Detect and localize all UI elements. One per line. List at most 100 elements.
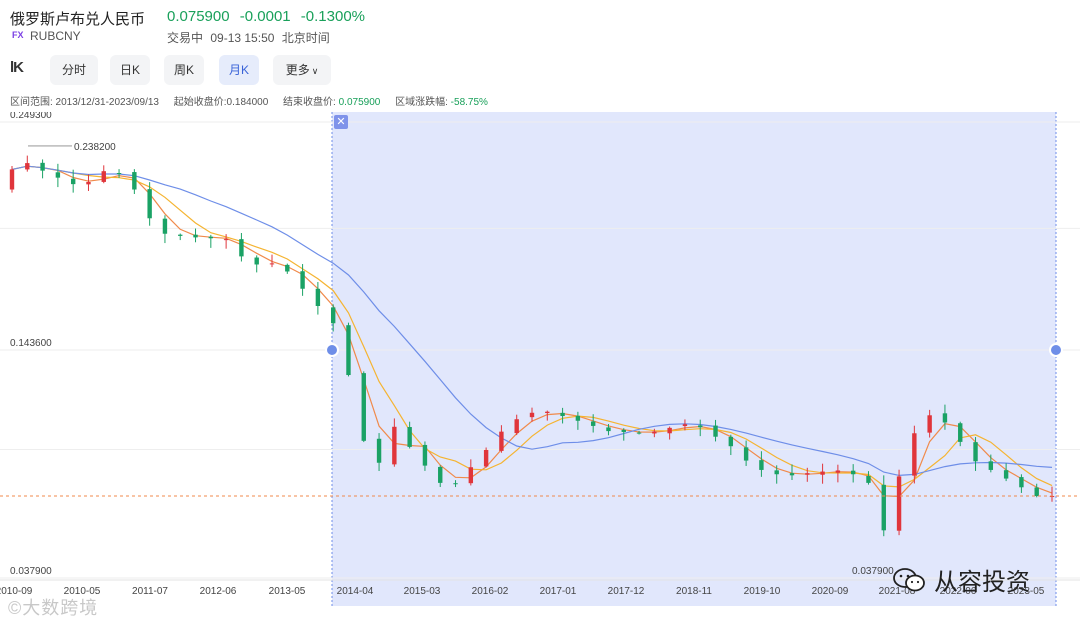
x-axis-label: 2011-07 — [132, 586, 168, 597]
ma-line-20 — [11, 165, 1053, 477]
candle-body — [178, 234, 183, 236]
candle-body — [912, 433, 917, 476]
candle-body — [40, 162, 45, 171]
x-axis-label: 2023-05 — [1008, 586, 1045, 597]
x-axis-label: 2017-12 — [608, 586, 645, 597]
candle-body — [86, 181, 91, 185]
tab-monthly[interactable]: 月K — [219, 55, 259, 85]
candle-body — [453, 483, 458, 485]
wechat-icon — [893, 567, 925, 591]
candle-body — [407, 427, 412, 447]
fx-badge-icon: FX — [12, 30, 24, 40]
high-marker-label: 0.238200 — [74, 142, 116, 153]
x-axis-label: 2014-04 — [337, 586, 374, 597]
ma-line-10 — [11, 165, 1053, 488]
candle-body — [1019, 477, 1024, 488]
close-selection-icon[interactable]: ✕ — [334, 115, 348, 129]
candlestick-toggle-icon[interactable]: lK — [10, 59, 24, 76]
instrument-symbol: RUBCNY — [30, 29, 81, 43]
candle-body — [55, 172, 61, 178]
x-axis-label: 2015-03 — [404, 586, 441, 597]
candle-body — [652, 431, 657, 434]
candle-body — [499, 431, 504, 451]
candle-body — [774, 470, 779, 475]
end-close-value: 0.075900 — [338, 97, 381, 108]
x-axis-label: 2020-09 — [812, 586, 849, 597]
x-axis-label: 2021-08 — [879, 586, 916, 597]
candle-body — [1003, 470, 1009, 479]
watermark-right: 从容投资 — [892, 562, 1030, 597]
quote-header: 俄罗斯卢布兑人民币 0.075900 -0.0001 -0.1300% FX R… — [0, 0, 1080, 46]
candle-body — [9, 169, 15, 190]
trading-status: 交易中 09-13 15:50 北京时间 — [167, 29, 334, 46]
x-axis-label: 2013-05 — [269, 586, 306, 597]
candle-body — [330, 307, 336, 324]
candle-body — [545, 411, 550, 414]
candle-body — [590, 421, 596, 426]
candle-body — [1034, 487, 1039, 497]
range-info-bar: 区间范围: 2013/12/31-2023/09/13 起始收盘价:0.1840… — [10, 93, 488, 108]
status-label: 交易中 — [167, 31, 204, 45]
candle-body — [881, 484, 886, 531]
candlestick-chart[interactable]: 0.249300 0.143600 0.037900 0.238200 0.037900… — [0, 112, 1080, 606]
y-axis-label: 0.037900 — [10, 566, 52, 577]
candle-body — [422, 444, 428, 466]
candle-body — [392, 426, 397, 465]
candle-body — [300, 271, 305, 289]
selection-handle-left[interactable] — [325, 343, 339, 357]
candle-body — [315, 288, 321, 306]
range-text: 区间范围: 2013/12/31-2023/09/13 — [10, 97, 159, 108]
x-axis-label: 2010-05 — [64, 586, 101, 597]
selection-handle-right[interactable] — [1049, 343, 1063, 357]
candle-body — [896, 476, 902, 531]
price-change: -0.0001 — [239, 8, 291, 25]
period-toolbar: lK 分时 日K 周K 月K 更多 ∨ — [0, 54, 1080, 86]
candle-body — [132, 172, 137, 190]
tab-more-label: 更多 — [285, 63, 310, 77]
tab-weekly[interactable]: 周K — [164, 55, 204, 85]
candle-body — [269, 263, 275, 265]
candle-body — [728, 436, 734, 447]
candle-body — [223, 239, 229, 241]
last-price: 0.075900 — [167, 8, 230, 25]
end-close-label: 结束收盘价: — [283, 97, 339, 108]
candle-body — [208, 236, 214, 239]
candle-body — [116, 172, 122, 174]
candle-body — [606, 427, 611, 432]
candle-body — [850, 470, 856, 475]
candle-body — [25, 163, 30, 170]
candle-body — [835, 470, 841, 473]
candle-body — [743, 447, 749, 461]
candle-body — [698, 425, 703, 428]
candle-body — [285, 264, 290, 272]
candle-body — [193, 234, 198, 238]
candle-body — [682, 424, 688, 427]
candle-body — [973, 442, 978, 462]
x-axis-label: 2012-06 — [200, 586, 237, 597]
candle-body — [101, 171, 106, 182]
price-change-pct: -0.1300% — [300, 8, 366, 25]
x-axis-label: 2022-06 — [940, 586, 977, 597]
tab-daily[interactable]: 日K — [110, 55, 150, 85]
candle-body — [927, 415, 932, 433]
tab-intraday[interactable]: 分时 — [50, 55, 98, 85]
start-close: 起始收盘价:0.184000 — [173, 97, 269, 108]
x-axis-label: 2019-10 — [744, 586, 781, 597]
change-label: 区域涨跌幅: — [395, 97, 451, 108]
x-axis-label: 2010-09 — [0, 586, 33, 597]
candle-body — [438, 466, 443, 483]
watermark-left: ©大数跨境 — [8, 598, 99, 618]
tab-more[interactable]: 更多 ∨ — [273, 55, 331, 85]
chevron-down-icon: ∨ — [311, 66, 319, 76]
candle-body — [621, 429, 626, 432]
candle-body — [636, 432, 642, 434]
candle-body — [361, 373, 366, 441]
candle-body — [560, 412, 565, 417]
candle-body — [759, 460, 764, 470]
candle-body — [147, 189, 152, 219]
candle-body — [805, 473, 810, 475]
candle-body — [346, 325, 351, 376]
candle-body — [713, 425, 718, 437]
candle-body — [820, 471, 825, 475]
selection-region — [332, 112, 1056, 606]
